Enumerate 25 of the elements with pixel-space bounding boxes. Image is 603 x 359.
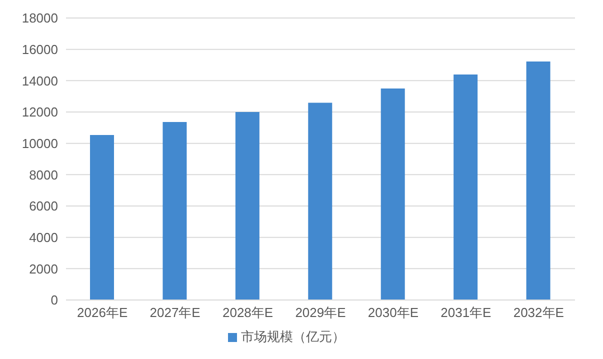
y-tick-label: 10000 <box>22 136 58 151</box>
y-tick-label: 6000 <box>29 198 58 214</box>
y-tick-label: 12000 <box>22 104 58 120</box>
y-tick-label: 0 <box>50 292 58 308</box>
x-tick-label: 2027年E <box>150 305 201 320</box>
bar <box>454 74 478 300</box>
y-tick-label: 4000 <box>29 230 58 245</box>
legend-label: 市场规模（亿元） <box>241 329 345 344</box>
bar <box>380 88 405 300</box>
x-tick-label: 2030年E <box>368 305 419 320</box>
x-tick-label: 2032年E <box>513 305 564 320</box>
bar <box>90 135 114 300</box>
y-tick-label: 2000 <box>29 261 58 276</box>
y-tick-label: 8000 <box>29 167 58 182</box>
y-tick-label: 14000 <box>22 73 58 88</box>
x-tick-label: 2028年E <box>222 305 274 320</box>
y-tick-label: 16000 <box>22 42 58 57</box>
x-tick-label: 2031年E <box>440 305 492 320</box>
bar <box>526 62 550 300</box>
bar <box>235 112 260 300</box>
bar <box>162 122 187 300</box>
bar <box>308 102 332 300</box>
x-tick-label: 2029年E <box>295 305 346 320</box>
y-tick-label: 18000 <box>22 10 58 26</box>
x-tick-label: 2026年E <box>77 305 128 320</box>
